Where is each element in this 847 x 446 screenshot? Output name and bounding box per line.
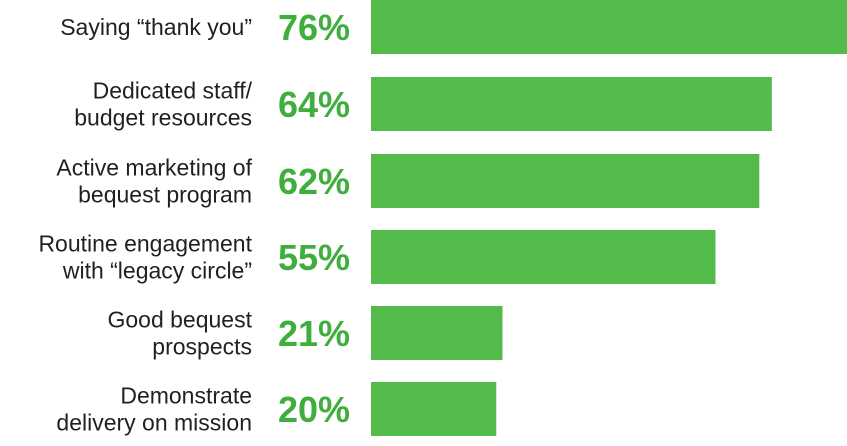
value-label: 62% <box>278 161 350 202</box>
value-label: 76% <box>278 7 350 48</box>
category-label: Demonstrate <box>120 383 252 409</box>
value-label: 20% <box>278 389 350 430</box>
bar <box>371 154 760 208</box>
category-label: Good bequest <box>107 307 252 333</box>
value-label: 64% <box>278 84 350 125</box>
value-label: 21% <box>278 313 350 354</box>
category-label: Active marketing of <box>56 155 252 181</box>
category-label: with “legacy circle” <box>62 258 252 284</box>
category-label: Saying “thank you” <box>60 14 252 40</box>
bar <box>371 230 716 284</box>
bar <box>371 306 503 360</box>
bar <box>371 77 772 131</box>
bar <box>371 382 497 436</box>
category-label: budget resources <box>74 105 252 131</box>
category-label: delivery on mission <box>56 410 252 436</box>
chart-rows: 76% Saying “thank you” 64% Dedicated staff/… <box>38 0 847 436</box>
category-label: Dedicated staff/ <box>93 78 253 104</box>
value-label: 55% <box>278 237 350 278</box>
category-label: bequest program <box>78 182 252 208</box>
category-label: prospects <box>152 334 252 360</box>
category-label: Routine engagement <box>38 231 252 257</box>
bar <box>371 0 847 54</box>
